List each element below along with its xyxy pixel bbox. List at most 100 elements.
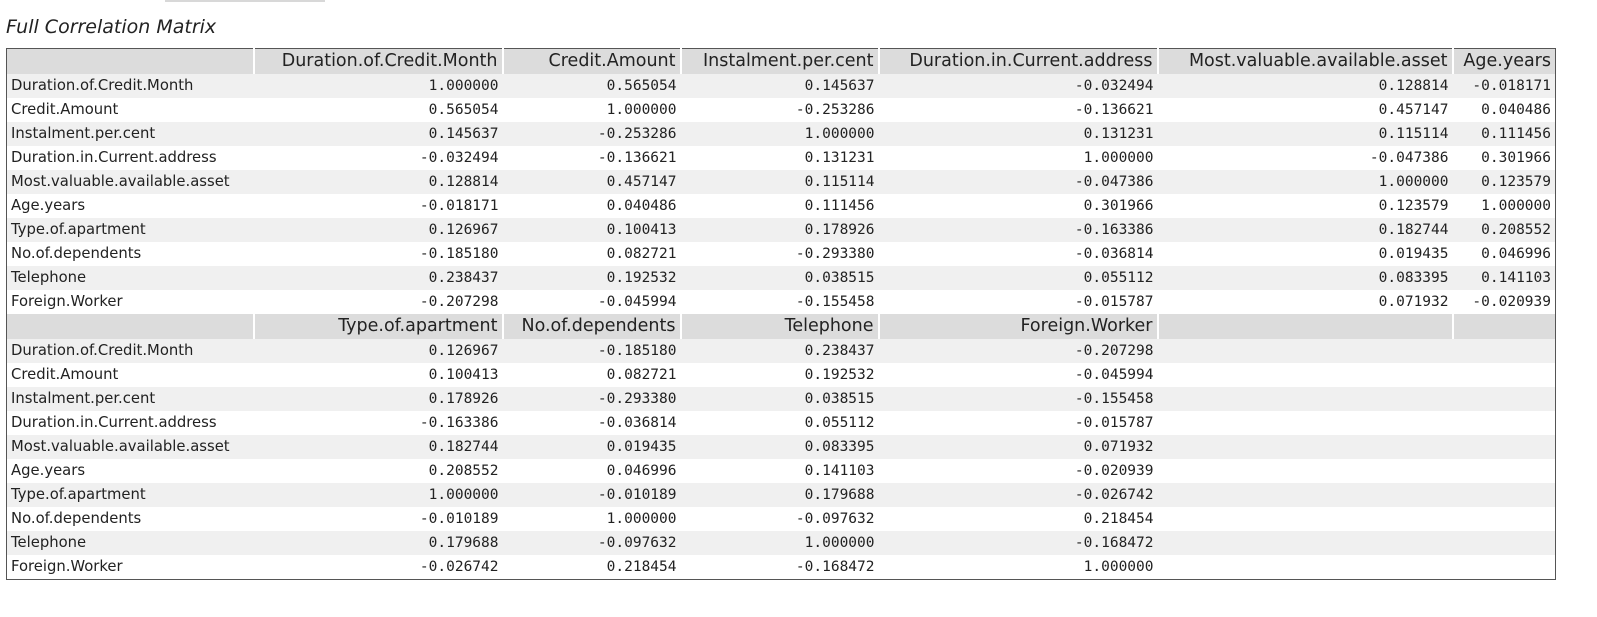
correlation-cell: -0.036814	[878, 242, 1158, 266]
correlation-cell	[1157, 387, 1453, 411]
column-header: Duration.in.Current.address	[877, 48, 1158, 74]
row-label: Age.years	[6, 194, 254, 218]
correlation-cell	[1157, 507, 1453, 531]
correlation-cell	[1452, 387, 1556, 411]
correlation-cell: -0.010189	[253, 507, 503, 531]
row-label: No.of.dependents	[6, 242, 254, 266]
correlation-cell: -0.018171	[1452, 74, 1556, 98]
table-row: Age.years -0.018171 0.040486 0.111456 0.3019…	[6, 194, 1556, 218]
correlation-cell: 0.208552	[253, 459, 503, 483]
correlation-cell: 1.000000	[878, 555, 1158, 580]
correlation-cell: 0.082721	[502, 242, 681, 266]
correlation-cell: 0.055112	[878, 266, 1158, 290]
correlation-cell	[1157, 411, 1453, 435]
correlation-cell: -0.163386	[878, 218, 1158, 242]
table-row: Duration.of.Credit.Month 1.000000 0.565054…	[6, 74, 1556, 98]
table-row: No.of.dependents -0.010189 1.000000 -0.0976…	[6, 507, 1556, 531]
correlation-cell: 0.071932	[878, 435, 1158, 459]
column-header-row: Type.of.apartment No.of.dependents Telepho…	[6, 314, 1556, 339]
correlation-cell: 0.115114	[1157, 122, 1453, 146]
correlation-cell: -0.045994	[878, 363, 1158, 387]
correlation-cell: 0.126967	[253, 339, 503, 363]
row-label: Age.years	[6, 459, 254, 483]
correlation-cell: -0.185180	[502, 339, 681, 363]
correlation-cell: -0.047386	[878, 170, 1158, 194]
correlation-cell	[1452, 555, 1556, 580]
row-label: Most.valuable.available.asset	[6, 170, 254, 194]
correlation-cell: 0.019435	[1157, 242, 1453, 266]
correlation-cell: 0.055112	[680, 411, 879, 435]
correlation-cell	[1452, 459, 1556, 483]
correlation-cell: -0.293380	[502, 387, 681, 411]
row-label: Duration.in.Current.address	[6, 411, 254, 435]
row-label: No.of.dependents	[6, 507, 254, 531]
table-row: Most.valuable.available.asset 0.128814 0.4…	[6, 170, 1556, 194]
correlation-cell: 0.040486	[1452, 98, 1556, 122]
correlation-cell: -0.020939	[878, 459, 1158, 483]
header-corner-cell	[6, 48, 254, 74]
correlation-cell: 0.238437	[680, 339, 879, 363]
correlation-cell: 0.046996	[1452, 242, 1556, 266]
correlation-cell	[1157, 339, 1453, 363]
table-row: Duration.of.Credit.Month 0.126967 -0.18518…	[6, 339, 1556, 363]
table-caption: Full Correlation Matrix	[6, 16, 217, 38]
correlation-cell: 0.038515	[680, 387, 879, 411]
correlation-cell: -0.293380	[680, 242, 879, 266]
correlation-cell	[1157, 459, 1453, 483]
correlation-cell: -0.136621	[878, 98, 1158, 122]
correlation-cell: 0.111456	[680, 194, 879, 218]
column-header	[1451, 314, 1556, 339]
correlation-cell: 1.000000	[680, 531, 879, 555]
correlation-cell: 0.131231	[680, 146, 879, 170]
row-label: Credit.Amount	[6, 363, 254, 387]
table-row: Instalment.per.cent 0.178926 -0.293380 0.03…	[6, 387, 1556, 411]
correlation-cell: -0.207298	[253, 290, 503, 314]
correlation-cell: 0.301966	[1452, 146, 1556, 170]
correlation-cell: -0.253286	[502, 122, 681, 146]
correlation-cell: 0.128814	[253, 170, 503, 194]
correlation-cell	[1157, 555, 1453, 580]
correlation-cell: -0.020939	[1452, 290, 1556, 314]
correlation-cell: 0.145637	[680, 74, 879, 98]
correlation-cell: -0.015787	[878, 411, 1158, 435]
row-label: Foreign.Worker	[6, 555, 254, 580]
correlation-cell: 0.565054	[253, 98, 503, 122]
table-row: Telephone 0.179688 -0.097632 1.000000 -0.168…	[6, 531, 1556, 555]
correlation-cell: -0.047386	[1157, 146, 1453, 170]
correlation-cell: 0.083395	[680, 435, 879, 459]
correlation-cell	[1452, 363, 1556, 387]
correlation-cell: 0.238437	[253, 266, 503, 290]
column-header: No.of.dependents	[501, 314, 681, 339]
correlation-cell: -0.045994	[502, 290, 681, 314]
correlation-cell	[1157, 435, 1453, 459]
row-label: Credit.Amount	[6, 98, 254, 122]
correlation-cell: 0.192532	[502, 266, 681, 290]
table-row: Age.years 0.208552 0.046996 0.141103 -0.0209…	[6, 459, 1556, 483]
correlation-cell: 0.457147	[1157, 98, 1453, 122]
column-header: Instalment.per.cent	[679, 48, 879, 74]
correlation-cell: 1.000000	[502, 507, 681, 531]
correlation-cell: -0.026742	[878, 483, 1158, 507]
correlation-cell: 0.128814	[1157, 74, 1453, 98]
correlation-cell: 0.192532	[680, 363, 879, 387]
correlation-cell: -0.168472	[680, 555, 879, 580]
correlation-cell: 0.100413	[253, 363, 503, 387]
correlation-cell: 0.179688	[253, 531, 503, 555]
correlation-cell: -0.207298	[878, 339, 1158, 363]
correlation-cell: 0.565054	[502, 74, 681, 98]
table-row: Credit.Amount 0.100413 0.082721 0.192532 -0.…	[6, 363, 1556, 387]
column-header-row: Duration.of.Credit.Month Credit.Amount Ins…	[6, 48, 1556, 74]
header-corner-cell	[6, 314, 254, 339]
column-header: Duration.of.Credit.Month	[252, 48, 503, 74]
correlation-cell: 0.046996	[502, 459, 681, 483]
table-row: No.of.dependents -0.185180 0.082721 -0.2933…	[6, 242, 1556, 266]
correlation-cell: -0.168472	[878, 531, 1158, 555]
correlation-cell: 0.115114	[680, 170, 879, 194]
correlation-cell	[1157, 483, 1453, 507]
column-header: Credit.Amount	[501, 48, 681, 74]
column-header: Foreign.Worker	[877, 314, 1158, 339]
correlation-cell: 0.178926	[680, 218, 879, 242]
correlation-cell	[1452, 507, 1556, 531]
correlation-cell: -0.097632	[502, 531, 681, 555]
correlation-cell: -0.136621	[502, 146, 681, 170]
